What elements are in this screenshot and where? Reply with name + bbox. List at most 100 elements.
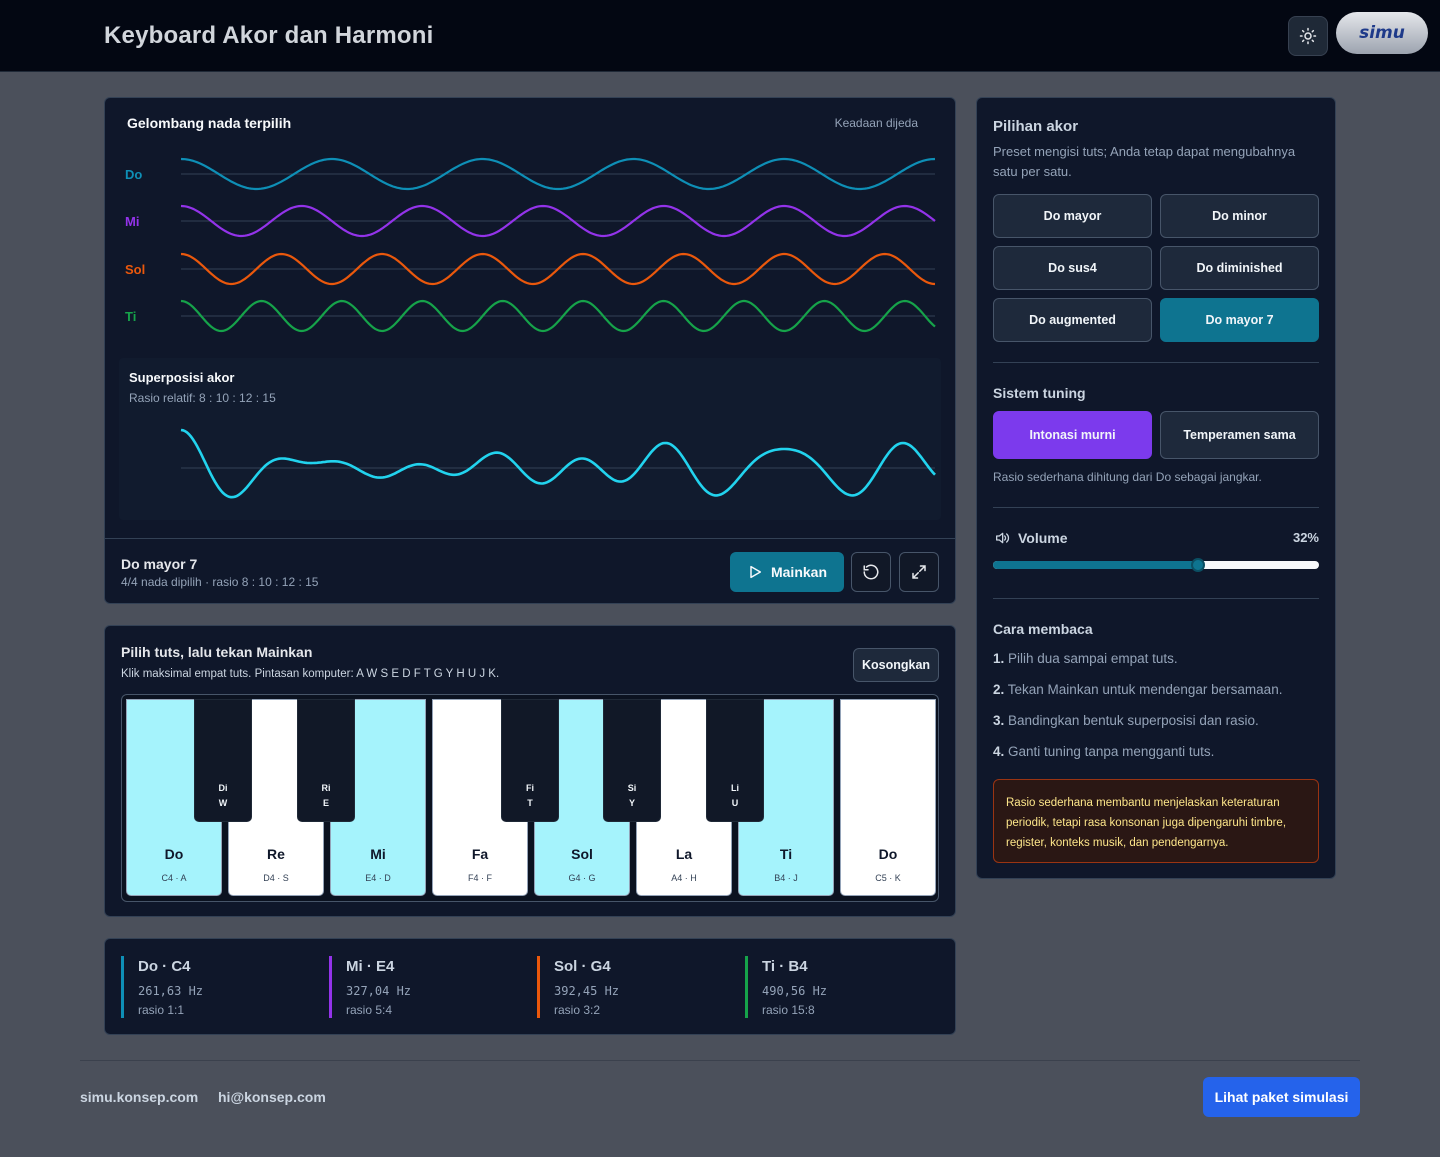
note-frequency: 392,45 Hz [554, 984, 620, 998]
keyboard-title: Pilih tuts, lalu tekan Mainkan [121, 644, 313, 660]
note-summary: Sol · G4 392,45 Hz rasio 3:2 [537, 956, 619, 1018]
key-name: Do [878, 846, 898, 862]
reset-button[interactable] [851, 552, 891, 592]
chord-preset-do-mayor-7[interactable]: Do mayor 7 [1160, 298, 1319, 342]
key-name: La [675, 846, 693, 862]
superposition-title: Superposisi akor [129, 370, 235, 385]
black-key-li[interactable]: Li U [706, 699, 764, 822]
waveform-title: Gelombang nada terpilih [127, 115, 292, 131]
theme-toggle-button[interactable] [1288, 16, 1328, 56]
key-shortcut: B4 · J [774, 873, 798, 883]
key-name: Li [731, 783, 739, 793]
volume-label: Volume [1018, 530, 1068, 546]
step-text: Pilih dua sampai empat tuts. [1008, 651, 1178, 666]
key-shortcut: G4 · G [568, 873, 596, 883]
volume-slider-thumb[interactable] [1191, 558, 1206, 572]
black-key-fi[interactable]: Fi T [501, 699, 559, 822]
chord-preset-do-diminished[interactable]: Do diminished [1160, 246, 1319, 290]
simulation-package-button[interactable]: Lihat paket simulasi [1203, 1077, 1360, 1117]
app-title: Keyboard Akor dan Harmoni [104, 22, 434, 49]
divider [993, 507, 1319, 508]
step-number: 2. [993, 682, 1005, 697]
chord-preset-do-sus4[interactable]: Do sus4 [993, 246, 1152, 290]
wave-sol [180, 252, 936, 286]
play-button[interactable]: Mainkan [730, 552, 844, 592]
white-key-do-high[interactable]: Do C5 · K [840, 699, 936, 896]
wave-mi [180, 204, 936, 238]
note-waves-plot [180, 157, 936, 333]
tuning-intonasi-murni[interactable]: Intonasi murni [993, 411, 1152, 459]
note-summary: Do · C4 261,63 Hz rasio 1:1 [121, 956, 203, 1018]
howto-step: 3. Bandingkan bentuk superposisi dan ras… [993, 713, 1259, 728]
waveform-footer: Do mayor 7 4/4 nada dipilih · rasio 8 : … [105, 538, 955, 603]
key-shortcut: W [218, 798, 228, 808]
step-number: 3. [993, 713, 1005, 728]
wave-label-ti: Ti [125, 309, 137, 324]
howto-title: Cara membaca [993, 621, 1093, 637]
key-shortcut: C5 · K [875, 873, 901, 883]
black-key-ri[interactable]: Ri E [297, 699, 355, 822]
expand-icon [912, 565, 926, 579]
wave-label-mi: Mi [125, 214, 140, 229]
fullscreen-button[interactable] [899, 552, 939, 592]
brand-text: simu [1359, 23, 1405, 43]
clear-button[interactable]: Kosongkan [853, 648, 939, 682]
volume-slider-fill [993, 561, 1199, 569]
keyboard-instructions: Klik maksimal empat tuts. Pintasan kompu… [121, 668, 500, 680]
note-ratio: rasio 5:4 [346, 1003, 393, 1017]
current-chord: Do mayor 7 [121, 556, 198, 572]
note-frequency: 327,04 Hz [346, 984, 412, 998]
howto-step: 1. Pilih dua sampai empat tuts. [993, 651, 1178, 666]
chord-preset-do-mayor[interactable]: Do mayor [993, 194, 1152, 238]
key-shortcut: E4 · D [365, 873, 391, 883]
key-name: Ri [321, 783, 331, 793]
black-key-si[interactable]: Si Y [603, 699, 661, 822]
tuning-section-title: Sistem tuning [993, 385, 1086, 401]
waveform-panel: Gelombang nada terpilih Keadaan dijeda D… [104, 97, 956, 604]
key-name: Fi [526, 783, 534, 793]
key-shortcut: A4 · H [671, 873, 697, 883]
divider [993, 362, 1319, 363]
black-key-di[interactable]: Di W [194, 699, 252, 822]
key-name: Si [627, 783, 637, 793]
step-number: 1. [993, 651, 1005, 666]
chord-section-title: Pilihan akor [993, 118, 1079, 135]
brand-logo[interactable]: simu [1336, 12, 1428, 54]
volume-value: 32% [1292, 530, 1319, 545]
wave-label-do: Do [125, 167, 143, 182]
current-chord-info: 4/4 nada dipilih · rasio 8 : 10 : 12 : 1… [121, 575, 319, 589]
note-frequency: 261,63 Hz [138, 984, 204, 998]
key-name: Sol [571, 846, 593, 862]
key-shortcut: C4 · A [161, 873, 187, 883]
key-shortcut: F4 · F [468, 873, 492, 883]
playback-status: Keadaan dijeda [834, 116, 918, 130]
play-label: Mainkan [770, 564, 827, 580]
chord-preset-do-minor[interactable]: Do minor [1160, 194, 1319, 238]
superposition-wave [180, 428, 936, 499]
note-title: Mi · E4 [346, 958, 395, 975]
consonance-note: Rasio sederhana membantu menjelaskan ket… [993, 779, 1319, 863]
chord-preset-do-augmented[interactable]: Do augmented [993, 298, 1152, 342]
wave-do [180, 157, 936, 191]
volume-slider[interactable] [993, 558, 1319, 572]
note-ratio: rasio 1:1 [138, 1003, 185, 1017]
tuning-description: Rasio sederhana dihitung dari Do sebagai… [993, 470, 1262, 484]
key-shortcut: T [527, 798, 533, 808]
volume-icon [996, 532, 1010, 544]
key-shortcut: D4 · S [263, 873, 289, 883]
tuning-temperamen-sama[interactable]: Temperamen sama [1160, 411, 1319, 459]
wave-ti [180, 299, 936, 333]
keyboard-panel: Pilih tuts, lalu tekan Mainkan Klik maks… [104, 625, 956, 917]
howto-step: 2. Tekan Mainkan untuk mendengar bersama… [993, 682, 1282, 697]
key-name: Do [164, 846, 184, 862]
step-text: Bandingkan bentuk superposisi dan rasio. [1008, 713, 1259, 728]
note-summary: Ti · B4 490,56 Hz rasio 15:8 [745, 956, 827, 1018]
footer-site-link[interactable]: simu.konsep.com [80, 1089, 199, 1105]
step-text: Ganti tuning tanpa mengganti tuts. [1008, 744, 1215, 759]
key-name: Di [218, 783, 228, 793]
step-text: Tekan Mainkan untuk mendengar bersamaan. [1007, 682, 1283, 697]
chord-section-desc: Preset mengisi tuts; Anda tetap dapat me… [993, 144, 1296, 179]
footer-email-link[interactable]: hi@konsep.com [218, 1089, 326, 1105]
footer-divider [80, 1060, 1360, 1061]
top-bar: Keyboard Akor dan Harmoni simu [0, 0, 1440, 72]
